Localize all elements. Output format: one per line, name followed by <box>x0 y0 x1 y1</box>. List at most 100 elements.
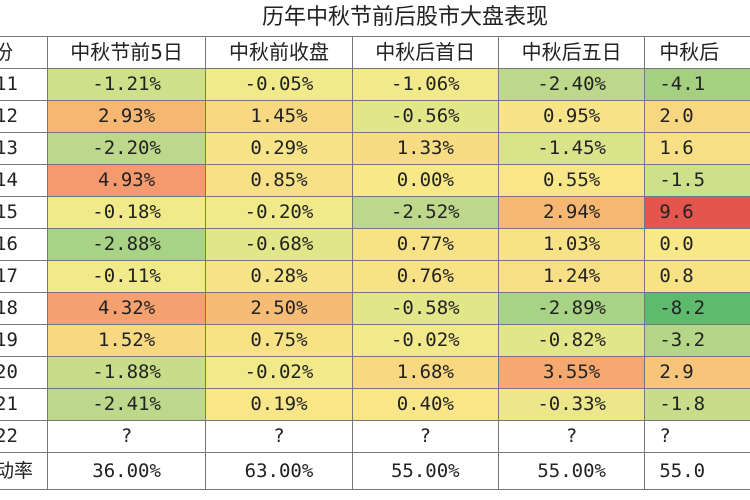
value-cell: 2.9 <box>644 356 750 389</box>
value-cell: 0.40% <box>351 388 499 421</box>
value-cell: -0.11% <box>46 260 207 293</box>
table-row: 11-1.21%-0.05%-1.06%-2.40%-4.1 <box>0 68 750 101</box>
value-cell: -2.89% <box>497 292 646 325</box>
value-cell: ? <box>46 420 207 453</box>
value-cell: 1.6 <box>644 132 750 165</box>
year-cell: 16 <box>0 228 48 261</box>
value-cell: 0.29% <box>205 132 353 165</box>
value-cell: 0.76% <box>351 260 499 293</box>
value-cell: -0.68% <box>205 228 353 261</box>
table-title: 历年中秋节前后股市大盘表现 <box>261 5 548 30</box>
value-cell: 0.85% <box>205 164 353 197</box>
table-row: 16-2.88%-0.68%0.77%1.03%0.0 <box>0 228 750 261</box>
value-cell: -1.88% <box>46 356 207 389</box>
value-cell: -1.5 <box>644 164 750 197</box>
value-cell: -0.02% <box>351 324 499 357</box>
value-cell: 0.8 <box>644 260 750 293</box>
table-row: 13-2.20%0.29%1.33%-1.45%1.6 <box>0 132 750 165</box>
year-cell: 14 <box>0 164 48 197</box>
table-row: 21-2.41%0.19%0.40%-0.33%-1.8 <box>0 388 750 421</box>
value-cell: 4.93% <box>46 164 207 197</box>
header-cell-post5: 中秋后五日 <box>497 36 646 69</box>
value-cell: 1.24% <box>497 260 646 293</box>
value-cell: -3.2 <box>644 324 750 357</box>
header-cell-post-extra: 中秋后 <box>644 36 750 69</box>
value-cell: -2.20% <box>46 132 207 165</box>
value-cell: -4.1 <box>644 68 750 101</box>
value-cell: -0.02% <box>205 356 353 389</box>
year-cell: 22 <box>0 420 48 453</box>
header-cell-pre5: 中秋节前5日 <box>46 36 207 69</box>
value-cell: -2.52% <box>351 196 499 229</box>
footer-value: 55.00% <box>497 452 646 490</box>
value-cell: ? <box>351 420 499 453</box>
header-cell-year: 份 <box>0 36 48 69</box>
value-cell: -1.21% <box>46 68 207 101</box>
value-cell: 0.19% <box>205 388 353 421</box>
value-cell: -0.82% <box>497 324 646 357</box>
value-cell: ? <box>205 420 353 453</box>
value-cell: -2.88% <box>46 228 207 261</box>
value-cell: -1.8 <box>644 388 750 421</box>
year-cell: 21 <box>0 388 48 421</box>
year-cell: 18 <box>0 292 48 325</box>
year-cell: 15 <box>0 196 48 229</box>
value-cell: 2.94% <box>497 196 646 229</box>
value-cell: 0.75% <box>205 324 353 357</box>
value-cell: -0.20% <box>205 196 353 229</box>
table-row: 144.93%0.85%0.00%0.55%-1.5 <box>0 164 750 197</box>
table-row: 22????? <box>0 420 750 453</box>
value-cell: -2.41% <box>46 388 207 421</box>
value-cell: 0.28% <box>205 260 353 293</box>
year-cell: 13 <box>0 132 48 165</box>
value-cell: 2.50% <box>205 292 353 325</box>
table-row: 15-0.18%-0.20%-2.52%2.94%9.6 <box>0 196 750 229</box>
year-cell: 12 <box>0 100 48 133</box>
value-cell: 4.32% <box>46 292 207 325</box>
year-cell: 20 <box>0 356 48 389</box>
value-cell: -2.40% <box>497 68 646 101</box>
footer-value: 55.00% <box>351 452 499 490</box>
table-row: 184.32%2.50%-0.58%-2.89%-8.2 <box>0 292 750 325</box>
header-cell-post1: 中秋后首日 <box>351 36 499 69</box>
value-cell: 1.33% <box>351 132 499 165</box>
value-cell: 1.45% <box>205 100 353 133</box>
value-cell: -0.18% <box>46 196 207 229</box>
value-cell: ? <box>497 420 646 453</box>
value-cell: 0.55% <box>497 164 646 197</box>
value-cell: ? <box>644 420 750 453</box>
value-cell: 3.55% <box>497 356 646 389</box>
value-cell: 1.52% <box>46 324 207 357</box>
value-cell: 0.77% <box>351 228 499 261</box>
footer-value: 36.00% <box>46 452 207 490</box>
year-cell: 11 <box>0 68 48 101</box>
value-cell: 0.00% <box>351 164 499 197</box>
table-row: 20-1.88%-0.02%1.68%3.55%2.9 <box>0 356 750 389</box>
data-table: 份 中秋节前5日 中秋前收盘 中秋后首日 中秋后五日 中秋后 11-1.21%-… <box>0 36 750 490</box>
value-cell: 2.0 <box>644 100 750 133</box>
footer-row: 动率 36.00% 63.00% 55.00% 55.00% 55.0 <box>0 452 750 490</box>
table-row: 191.52%0.75%-0.02%-0.82%-3.2 <box>0 324 750 357</box>
year-cell: 19 <box>0 324 48 357</box>
value-cell: -0.56% <box>351 100 499 133</box>
value-cell: -0.58% <box>351 292 499 325</box>
table-row: 17-0.11%0.28%0.76%1.24%0.8 <box>0 260 750 293</box>
footer-value: 55.0 <box>644 452 750 490</box>
value-cell: 9.6 <box>644 196 750 229</box>
value-cell: -0.05% <box>205 68 353 101</box>
year-cell: 17 <box>0 260 48 293</box>
value-cell: 0.0 <box>644 228 750 261</box>
value-cell: 1.68% <box>351 356 499 389</box>
value-cell: -1.45% <box>497 132 646 165</box>
footer-value: 63.00% <box>205 452 353 490</box>
value-cell: -0.33% <box>497 388 646 421</box>
data-table-container: 份 中秋节前5日 中秋前收盘 中秋后首日 中秋后五日 中秋后 11-1.21%-… <box>0 36 750 500</box>
header-row: 份 中秋节前5日 中秋前收盘 中秋后首日 中秋后五日 中秋后 <box>0 36 750 69</box>
value-cell: 2.93% <box>46 100 207 133</box>
value-cell: 0.95% <box>497 100 646 133</box>
footer-label: 动率 <box>0 452 48 490</box>
value-cell: -1.06% <box>351 68 499 101</box>
header-cell-preclose: 中秋前收盘 <box>205 36 353 69</box>
table-row: 122.93%1.45%-0.56%0.95%2.0 <box>0 100 750 133</box>
value-cell: 1.03% <box>497 228 646 261</box>
